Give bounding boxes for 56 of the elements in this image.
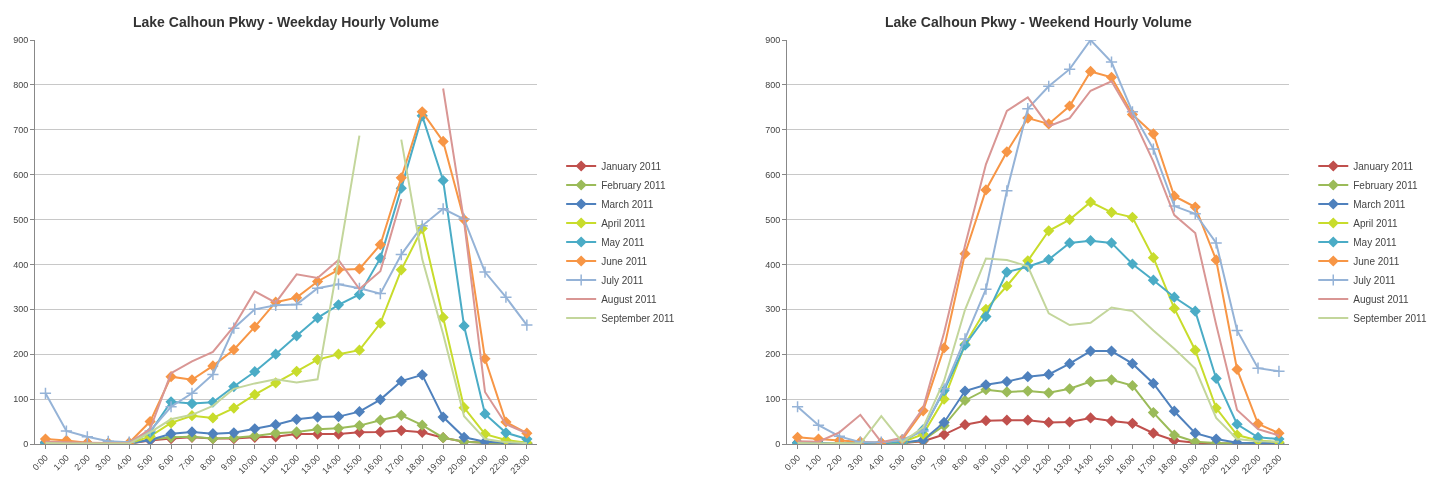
x-tick-label: 3:00: [845, 452, 865, 473]
legend-label: March 2011: [1353, 198, 1406, 210]
legend-label: May 2011: [1353, 236, 1397, 248]
legend-label: May 2011: [601, 236, 645, 248]
x-tick-label: 7:00: [929, 452, 949, 473]
y-tick-label: 900: [13, 35, 29, 46]
x-tick-label: 9:00: [971, 452, 991, 473]
legend-label: February 2011: [601, 179, 666, 191]
y-tick-label: 100: [13, 394, 29, 405]
x-tick-label: 0:00: [30, 452, 51, 473]
legend-label: April 2011: [601, 217, 646, 229]
y-tick-label: 700: [13, 124, 29, 135]
x-tick-label: 6:00: [156, 452, 176, 473]
y-tick-label: 0: [23, 439, 29, 450]
legend-label: February 2011: [1353, 179, 1418, 191]
chart-title: Lake Calhoun Pkwy - Weekday Hourly Volume: [133, 14, 440, 30]
x-tick-label: 3:00: [93, 452, 113, 473]
y-tick-label: 300: [13, 304, 29, 315]
legend-label: September 2011: [601, 312, 675, 324]
y-tick-label: 300: [765, 304, 781, 315]
legend-label: July 2011: [1353, 274, 1396, 286]
legend-label: June 2011: [1353, 255, 1400, 267]
legend-label: August 2011: [1353, 293, 1410, 305]
y-tick-label: 400: [13, 259, 29, 270]
x-tick-label: 0:00: [782, 452, 803, 473]
legend-label: January 2011: [1353, 160, 1414, 172]
y-tick-label: 200: [13, 349, 29, 360]
x-tick-label: 6:00: [908, 452, 928, 473]
x-tick-label: 7:00: [177, 452, 197, 473]
x-tick-label: 4:00: [114, 452, 134, 473]
legend-label: June 2011: [601, 255, 648, 267]
y-tick-label: 600: [765, 169, 781, 180]
y-tick-label: 400: [765, 259, 781, 270]
legend-label: July 2011: [601, 274, 644, 286]
y-tick-label: 900: [765, 35, 781, 46]
y-tick-label: 500: [765, 214, 781, 225]
x-tick-label: 9:00: [218, 452, 239, 473]
y-tick-label: 800: [13, 80, 29, 91]
y-tick-label: 200: [765, 349, 781, 360]
legend-label: April 2011: [1353, 217, 1398, 229]
legend-label: August 2011: [601, 293, 658, 305]
y-tick-label: 800: [765, 80, 781, 91]
y-tick-label: 500: [13, 214, 29, 225]
legend-label: January 2011: [601, 160, 662, 172]
y-tick-label: 700: [765, 124, 781, 135]
y-tick-label: 600: [13, 169, 29, 180]
x-tick-label: 8:00: [198, 452, 218, 473]
legend-label: March 2011: [601, 198, 654, 210]
chart-title: Lake Calhoun Pkwy - Weekend Hourly Volume: [885, 14, 1192, 30]
y-tick-label: 0: [775, 439, 781, 450]
x-tick-label: 5:00: [135, 452, 155, 473]
x-tick-label: 8:00: [950, 452, 970, 473]
legend-label: September 2011: [1353, 312, 1427, 324]
x-tick-label: 5:00: [887, 452, 907, 473]
x-tick-label: 4:00: [866, 452, 886, 473]
y-tick-label: 100: [765, 394, 781, 405]
